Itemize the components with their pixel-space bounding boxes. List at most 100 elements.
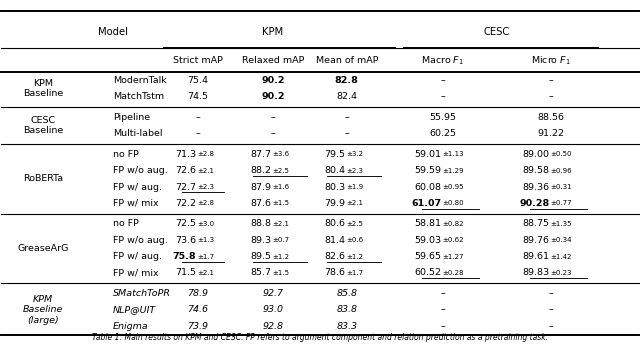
Text: 85.8: 85.8: [336, 289, 357, 298]
Text: FP w/ mix: FP w/ mix: [113, 268, 159, 277]
Text: ±1.35: ±1.35: [550, 221, 572, 227]
Text: ±3.0: ±3.0: [197, 221, 214, 227]
Text: ±0.80: ±0.80: [442, 200, 464, 206]
Text: 75.4: 75.4: [187, 76, 208, 85]
Text: –: –: [548, 76, 553, 85]
Text: 93.0: 93.0: [262, 305, 284, 314]
Text: MatchTstm: MatchTstm: [113, 92, 164, 101]
Text: ±1.42: ±1.42: [550, 254, 572, 260]
Text: 89.61: 89.61: [522, 252, 549, 261]
Text: –: –: [548, 92, 553, 101]
Text: Model: Model: [98, 27, 128, 37]
Text: ±2.8: ±2.8: [197, 151, 214, 157]
Text: 83.8: 83.8: [336, 305, 357, 314]
Text: ±1.2: ±1.2: [272, 254, 289, 260]
Text: GreaseArG: GreaseArG: [17, 244, 68, 253]
Text: KPM
Baseline
(large): KPM Baseline (large): [22, 295, 63, 325]
Text: 59.01: 59.01: [415, 150, 442, 159]
Text: 59.59: 59.59: [415, 166, 442, 175]
Text: Pipeline: Pipeline: [113, 113, 150, 122]
Text: ModernTalk: ModernTalk: [113, 76, 166, 85]
Text: 74.5: 74.5: [187, 92, 208, 101]
Text: CESC: CESC: [484, 27, 510, 37]
Text: 73.9: 73.9: [187, 322, 208, 331]
Text: 59.03: 59.03: [415, 236, 442, 245]
Text: 89.3: 89.3: [250, 236, 271, 245]
Text: 90.2: 90.2: [261, 92, 285, 101]
Text: –: –: [548, 322, 553, 331]
Text: ±0.96: ±0.96: [550, 168, 572, 174]
Text: 58.81: 58.81: [415, 219, 442, 228]
Text: Strict mAP: Strict mAP: [173, 56, 223, 65]
Text: 82.8: 82.8: [335, 76, 358, 85]
Text: 88.56: 88.56: [537, 113, 564, 122]
Text: 91.22: 91.22: [537, 129, 564, 138]
Text: 72.5: 72.5: [175, 219, 196, 228]
Text: 89.5: 89.5: [251, 252, 271, 261]
Text: ±1.9: ±1.9: [346, 184, 364, 190]
Text: ±0.7: ±0.7: [272, 237, 289, 243]
Text: ±1.7: ±1.7: [346, 270, 364, 276]
Text: ±2.8: ±2.8: [197, 200, 214, 206]
Text: 80.3: 80.3: [324, 182, 346, 192]
Text: 92.7: 92.7: [262, 289, 284, 298]
Text: ±2.5: ±2.5: [346, 221, 363, 227]
Text: ±2.1: ±2.1: [272, 221, 289, 227]
Text: NLP@UIT: NLP@UIT: [113, 305, 156, 314]
Text: 82.6: 82.6: [324, 252, 346, 261]
Text: ±1.27: ±1.27: [442, 254, 464, 260]
Text: 89.83: 89.83: [522, 268, 549, 277]
Text: –: –: [271, 129, 275, 138]
Text: 72.7: 72.7: [175, 182, 196, 192]
Text: ±1.6: ±1.6: [272, 184, 289, 190]
Text: Mean of mAP: Mean of mAP: [316, 56, 378, 65]
Text: Relaxed mAP: Relaxed mAP: [242, 56, 304, 65]
Text: KPM: KPM: [262, 27, 283, 37]
Text: 72.6: 72.6: [175, 166, 196, 175]
Text: 87.9: 87.9: [251, 182, 271, 192]
Text: –: –: [195, 129, 200, 138]
Text: 85.7: 85.7: [251, 268, 271, 277]
Text: 82.4: 82.4: [336, 92, 357, 101]
Text: 59.65: 59.65: [415, 252, 442, 261]
Text: –: –: [440, 322, 445, 331]
Text: –: –: [440, 92, 445, 101]
Text: 89.76: 89.76: [522, 236, 549, 245]
Text: –: –: [344, 113, 349, 122]
Text: 60.52: 60.52: [415, 268, 442, 277]
Text: –: –: [548, 289, 553, 298]
Text: 90.28: 90.28: [519, 199, 549, 208]
Text: 80.4: 80.4: [324, 166, 346, 175]
Text: Table 1: Main results on KPM and CESC. FP refers to argument component and relat: Table 1: Main results on KPM and CESC. F…: [92, 333, 548, 342]
Text: –: –: [548, 305, 553, 314]
Text: ±0.31: ±0.31: [550, 184, 572, 190]
Text: ±0.82: ±0.82: [442, 221, 464, 227]
Text: ±0.23: ±0.23: [550, 270, 572, 276]
Text: –: –: [440, 289, 445, 298]
Text: ±1.13: ±1.13: [442, 151, 464, 157]
Text: Macro $F_1$: Macro $F_1$: [422, 54, 465, 67]
Text: 89.00: 89.00: [522, 150, 549, 159]
Text: 61.07: 61.07: [412, 199, 442, 208]
Text: FP w/ mix: FP w/ mix: [113, 199, 159, 208]
Text: 88.2: 88.2: [251, 166, 271, 175]
Text: 60.25: 60.25: [429, 129, 456, 138]
Text: 55.95: 55.95: [429, 113, 456, 122]
Text: ±1.29: ±1.29: [442, 168, 464, 174]
Text: 81.4: 81.4: [324, 236, 346, 245]
Text: 88.8: 88.8: [251, 219, 271, 228]
Text: ±0.50: ±0.50: [550, 151, 572, 157]
Text: ±2.3: ±2.3: [197, 184, 214, 190]
Text: 89.58: 89.58: [522, 166, 549, 175]
Text: 88.75: 88.75: [522, 219, 549, 228]
Text: CESC
Baseline: CESC Baseline: [22, 116, 63, 135]
Text: ±3.2: ±3.2: [346, 151, 363, 157]
Text: 78.9: 78.9: [187, 289, 208, 298]
Text: ±3.6: ±3.6: [272, 151, 289, 157]
Text: ±1.7: ±1.7: [197, 254, 214, 260]
Text: 79.9: 79.9: [324, 199, 346, 208]
Text: SMatchToPR: SMatchToPR: [113, 289, 171, 298]
Text: 71.5: 71.5: [175, 268, 196, 277]
Text: 75.8: 75.8: [173, 252, 196, 261]
Text: 83.3: 83.3: [336, 322, 357, 331]
